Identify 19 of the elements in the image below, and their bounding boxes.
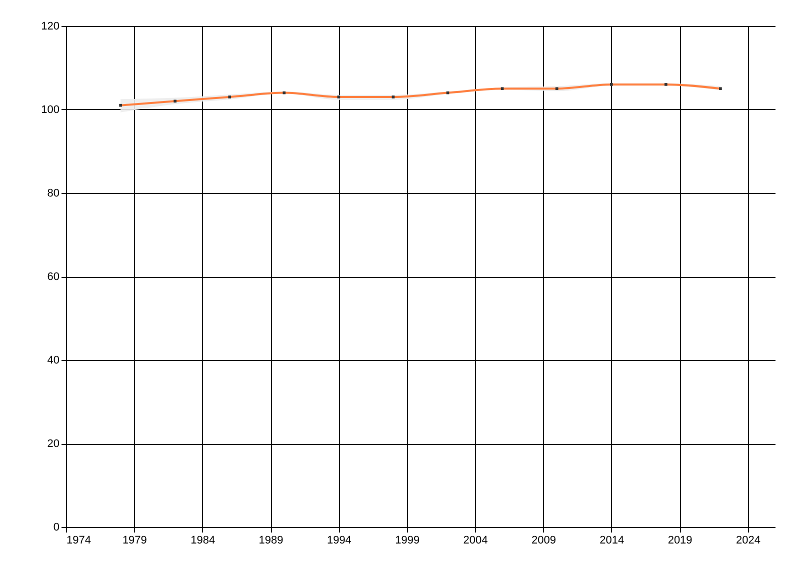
y-tick-label: 120 [41, 20, 60, 32]
y-tick-label: 0 [53, 522, 60, 534]
x-tick-label: 1999 [395, 534, 420, 546]
y-tick-label: 40 [47, 354, 60, 366]
x-tick-label: 2014 [600, 534, 624, 546]
x-tick-label: 1974 [66, 534, 91, 546]
x-tick-label: 2004 [463, 534, 488, 546]
x-tick-label: 1979 [122, 534, 147, 546]
x-tick-label: 2024 [736, 534, 760, 546]
x-tick-label: 2009 [531, 534, 556, 546]
line-series [119, 83, 722, 107]
x-tick-label: 1989 [258, 534, 284, 546]
y-tick-label: 100 [41, 104, 60, 116]
x-tick-label: 2019 [668, 534, 692, 546]
y-tick-label: 20 [47, 438, 60, 450]
y-tick-label: 60 [47, 271, 60, 283]
x-tick-label: 1994 [326, 534, 352, 546]
y-tick-label: 80 [47, 188, 60, 200]
x-tick-label: 1984 [190, 534, 216, 546]
